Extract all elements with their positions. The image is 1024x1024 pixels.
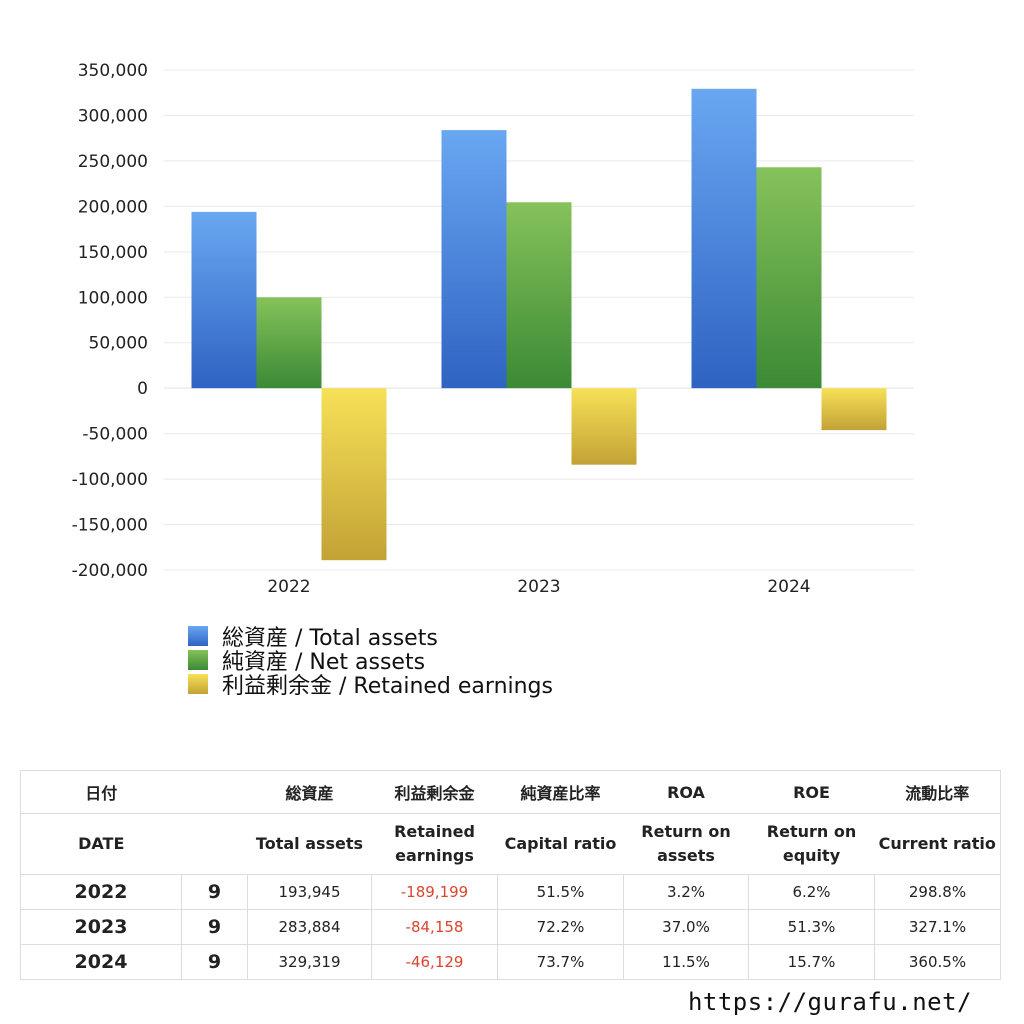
row-total-assets: 283,884 (247, 909, 372, 945)
header-month-en (181, 813, 248, 875)
y-tick-label: 350,000 (78, 61, 148, 81)
header-retained-en: Retained earnings (371, 813, 498, 875)
table-row: 2023 9 283,884 -84,158 72.2% 37.0% 51.3%… (20, 909, 1001, 945)
bar-2022-series-2 (321, 388, 387, 561)
header-date-jp: 日付 (20, 770, 182, 814)
x-axis-ticks: 2022 2023 2024 (267, 577, 810, 597)
row-current-ratio: 360.5% (874, 944, 1001, 980)
header-roa-jp: ROA (623, 770, 749, 814)
site-url: https://gurafu.net/ (687, 988, 972, 1016)
legend-label: 総資産 / Total assets (222, 626, 438, 651)
bar-2024-series-1 (756, 167, 822, 389)
table-row: 2022 9 193,945 -189,199 51.5% 3.2% 6.2% … (20, 874, 1001, 910)
row-current-ratio: 298.8% (874, 874, 1001, 910)
y-tick-label: -200,000 (72, 561, 148, 581)
x-tick-label: 2023 (517, 577, 560, 597)
legend-item-total-assets: 総資産 / Total assets (188, 624, 553, 651)
y-tick-label: 250,000 (78, 152, 148, 172)
x-tick-label: 2024 (767, 577, 810, 597)
row-year: 2022 (20, 874, 182, 910)
row-total-assets: 193,945 (247, 874, 372, 910)
row-total-assets: 329,319 (247, 944, 372, 980)
legend-item-net-assets: 純資産 / Net assets (188, 648, 553, 675)
y-tick-label: 0 (137, 379, 148, 399)
table-header-jp: 日付 総資産 利益剰余金 純資産比率 ROA ROE 流動比率 (20, 770, 1001, 814)
y-tick-label: 50,000 (89, 334, 148, 354)
row-capital-ratio: 51.5% (497, 874, 624, 910)
y-tick-label: 200,000 (78, 197, 148, 217)
row-capital-ratio: 73.7% (497, 944, 624, 980)
bar-2023-series-1 (506, 202, 572, 389)
header-current-ratio-en: Current ratio (874, 813, 1001, 875)
row-year: 2024 (20, 944, 182, 980)
row-roa: 11.5% (623, 944, 749, 980)
header-capital-ratio-jp: 純資産比率 (497, 770, 624, 814)
header-total-assets-jp: 総資産 (247, 770, 372, 814)
bars (191, 88, 887, 561)
header-date-en: DATE (20, 813, 182, 875)
row-month: 9 (181, 909, 248, 945)
x-tick-label: 2022 (267, 577, 310, 597)
row-roa: 37.0% (623, 909, 749, 945)
y-tick-label: 150,000 (78, 243, 148, 263)
bar-2022-series-0 (191, 211, 257, 389)
row-retained-earnings: -46,129 (371, 944, 498, 980)
y-tick-label: -150,000 (72, 516, 148, 536)
row-retained-earnings: -84,158 (371, 909, 498, 945)
y-tick-label: 100,000 (78, 288, 148, 308)
legend-swatch (188, 674, 208, 694)
bar-2022-series-1 (256, 297, 322, 389)
row-roe: 15.7% (748, 944, 875, 980)
bar-2024-series-2 (821, 388, 887, 431)
legend-label: 利益剰余金 / Retained earnings (222, 674, 553, 699)
row-capital-ratio: 72.2% (497, 909, 624, 945)
header-month-jp (181, 770, 248, 814)
bar-chart: 350,000 300,000 250,000 200,000 150,000 100,0… (72, 61, 914, 597)
row-roa: 3.2% (623, 874, 749, 910)
legend-swatch (188, 650, 208, 670)
y-tick-label: -100,000 (72, 470, 148, 490)
row-current-ratio: 327.1% (874, 909, 1001, 945)
row-month: 9 (181, 944, 248, 980)
header-total-assets-en: Total assets (247, 813, 372, 875)
y-tick-label: -50,000 (82, 425, 148, 445)
bar-2024-series-0 (691, 88, 757, 389)
y-tick-label: 300,000 (78, 106, 148, 126)
header-roa-en: Return on assets (623, 813, 749, 875)
header-roe-en: Return on equity (748, 813, 875, 875)
table-row: 2024 9 329,319 -46,129 73.7% 11.5% 15.7%… (20, 944, 1001, 980)
header-roe-jp: ROE (748, 770, 875, 814)
header-current-ratio-jp: 流動比率 (874, 770, 1001, 814)
legend-item-retained-earnings: 利益剰余金 / Retained earnings (188, 672, 553, 699)
header-retained-jp: 利益剰余金 (371, 770, 498, 814)
legend-swatch (188, 626, 208, 646)
header-capital-ratio-en: Capital ratio (497, 813, 624, 875)
chart-legend: 総資産 / Total assets 純資産 / Net assets 利益剰余… (188, 624, 553, 699)
bar-2023-series-0 (441, 130, 507, 389)
y-axis-ticks: 350,000 300,000 250,000 200,000 150,000 100,0… (72, 61, 148, 581)
row-roe: 51.3% (748, 909, 875, 945)
row-year: 2023 (20, 909, 182, 945)
bar-2023-series-2 (571, 388, 637, 465)
financial-table: 日付 総資産 利益剰余金 純資産比率 ROA ROE 流動比率 DATE Tot… (20, 770, 1001, 980)
legend-label: 純資産 / Net assets (222, 650, 426, 675)
row-retained-earnings: -189,199 (371, 874, 498, 910)
row-month: 9 (181, 874, 248, 910)
table-header-en: DATE Total assets Retained earnings Capi… (20, 813, 1001, 875)
row-roe: 6.2% (748, 874, 875, 910)
